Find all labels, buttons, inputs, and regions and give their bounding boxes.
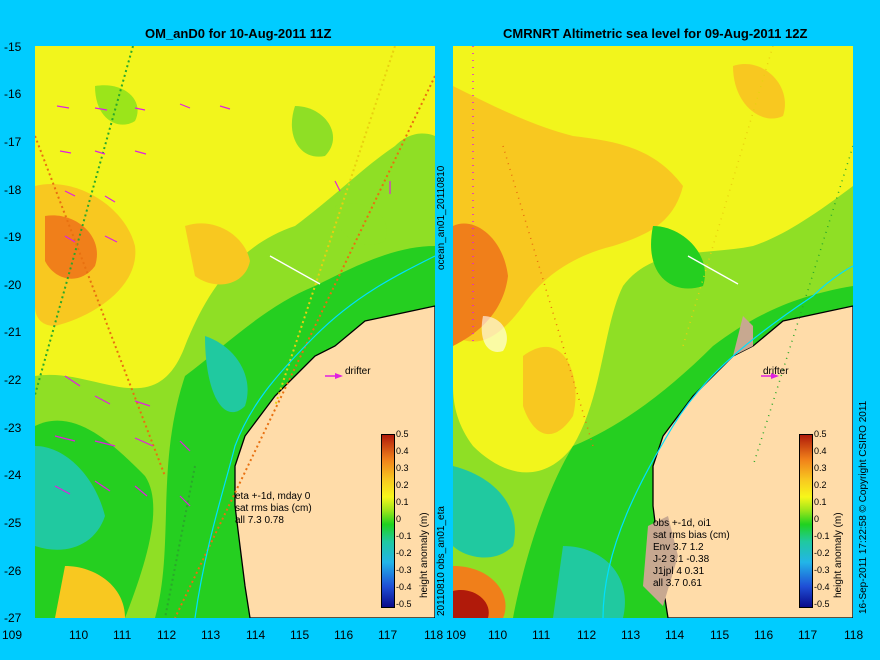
x-tick: 114 [246,628,266,642]
right-colorbar-label: height anomaly (m) [833,512,844,598]
x-tick: 111 [113,628,132,642]
left-drifter-label: drifter [345,366,371,377]
colorbar-tick: -0.2 [396,548,412,558]
colorbar-tick: -0.2 [814,548,830,558]
left-stats-annotation: eta +-1d, mday 0 sat rms bias (cm) all 7… [235,491,312,527]
colorbar-tick: -0.3 [396,565,412,575]
left-colorbar [381,434,395,608]
y-tick: -18 [4,183,22,197]
stats-line: J-2 3.1 -0.38 [653,554,710,565]
x-tick: 112 [577,628,597,642]
y-tick: -19 [4,230,22,244]
x-tick: 110 [69,628,89,642]
colorbar-tick: 0.5 [396,429,409,439]
stats-line: sat rms bias (cm) [653,530,730,541]
left-map-title: OM_anD0 for 10-Aug-2011 11Z [145,26,332,41]
colorbar-tick: 0.2 [396,480,409,490]
y-tick: -17 [4,135,22,149]
colorbar-tick: 0.3 [396,463,409,473]
x-tick: 115 [290,628,310,642]
x-tick: 114 [665,628,685,642]
stats-line: sat rms bias (cm) [235,503,312,514]
colorbar-tick: -0.1 [396,531,412,541]
colorbar-tick: 0.2 [814,480,827,490]
colorbar-tick: 0.5 [814,429,827,439]
left-colorbar-label: height anomaly (m) [419,512,430,598]
colorbar-tick: 0 [814,514,820,524]
x-tick: 111 [532,628,551,642]
copyright-credit: 16-Sep-2011 17:22:58 © Copyright CSIRO 2… [858,400,869,614]
colorbar-tick: -0.1 [814,531,830,541]
y-tick: -20 [4,278,22,292]
x-tick: 110 [488,628,508,642]
x-tick: 116 [334,628,354,642]
colorbar-tick: -0.5 [814,599,830,609]
colorbar-tick: -0.4 [814,582,830,592]
colorbar-tick: -0.4 [396,582,412,592]
left-map-panel: drifter eta +-1d, mday 0 sat rms bias (c… [35,46,435,618]
x-tick: 113 [621,628,641,642]
stats-line: eta +-1d, mday 0 [235,491,311,502]
colorbar-tick: 0.4 [814,446,827,456]
right-map-title: CMRNRT Altimetric sea level for 09-Aug-2… [503,26,808,41]
left-side-label: 20110810 obs_an01_eta [436,506,447,616]
right-map-svg [453,46,853,618]
x-tick: 112 [157,628,177,642]
colorbar-tick: -0.5 [396,599,412,609]
colorbar-tick: -0.3 [814,565,830,575]
right-side-label: ocean_an01_20110810 [436,165,447,270]
right-drifter-label: drifter [763,366,789,377]
y-tick: -22 [4,373,22,387]
x-tick: 118 [844,628,864,642]
x-tick: 109 [2,628,23,642]
left-map-svg [35,46,435,618]
x-tick: 117 [798,628,818,642]
y-tick: -24 [4,468,22,482]
y-tick: -23 [4,421,22,435]
y-tick: -21 [4,325,22,339]
stats-line: obs +-1d, oi1 [653,518,712,529]
stats-line: J1jpl 4 0.31 [653,566,705,577]
right-stats-annotation: obs +-1d, oi1 sat rms bias (cm) Env 3.7 … [653,518,730,590]
colorbar-tick: 0 [396,514,402,524]
colorbar-tick: 0.3 [814,463,827,473]
x-tick: 117 [378,628,398,642]
right-map-panel: drifter obs +-1d, oi1 sat rms bias (cm) … [453,46,853,618]
x-tick: 118 [424,628,444,642]
y-tick: -27 [4,611,22,625]
y-tick: -15 [4,40,22,54]
y-tick: -25 [4,516,22,530]
stats-line: all 7.3 0.78 [235,515,284,526]
stats-line: all 3.7 0.61 [653,578,702,589]
colorbar-tick: 0.1 [814,497,827,507]
colorbar-tick: 0.1 [396,497,409,507]
x-tick: 116 [754,628,774,642]
x-tick: 109 [446,628,467,642]
y-tick: -26 [4,564,22,578]
colorbar-tick: 0.4 [396,446,409,456]
x-tick: 115 [710,628,730,642]
right-colorbar [799,434,813,608]
y-tick: -16 [4,87,22,101]
x-tick: 113 [201,628,221,642]
stats-line: Env 3.7 1.2 [653,542,704,553]
